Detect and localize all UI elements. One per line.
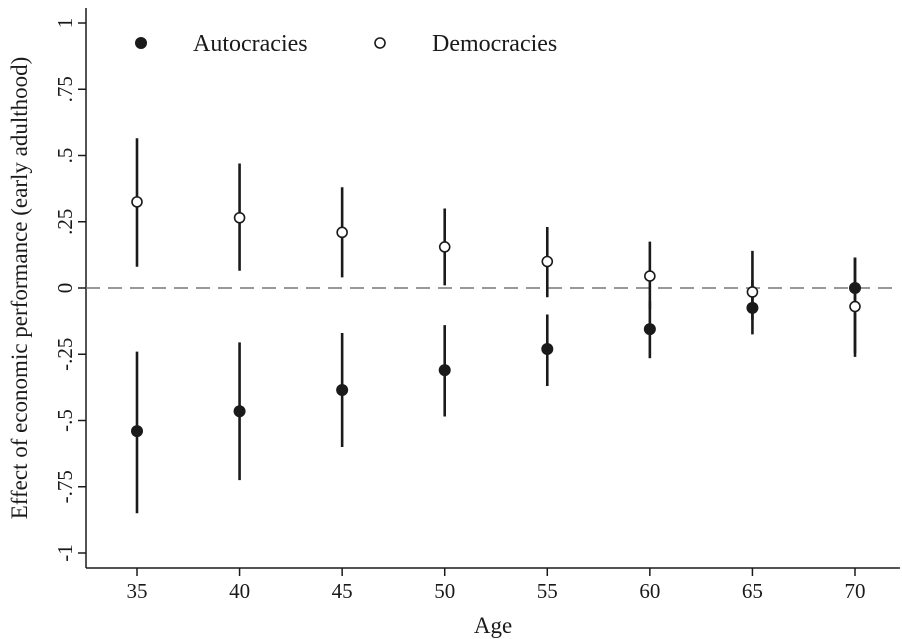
x-tick-label: 40 [229, 579, 250, 603]
y-axis-ticks: -1 -.75 -.5 -.25 0 .25 .5 .75 1 [53, 18, 86, 562]
point-autocracy [233, 405, 246, 418]
data-markers [131, 196, 861, 438]
y-tick-label: 0 [53, 283, 77, 294]
x-axis-title: Age [474, 613, 512, 638]
point-democracy [644, 270, 656, 282]
point-democracy [746, 286, 759, 298]
confidence-intervals [135, 138, 857, 514]
y-tick-label: .75 [53, 76, 77, 102]
point-autocracy [336, 384, 349, 397]
point-autocracy [849, 282, 861, 294]
y-axis-title: Effect of economic performance (early ad… [7, 57, 32, 520]
point-democracy [849, 300, 861, 313]
y-tick-label: -1 [53, 544, 77, 562]
x-tick-label: 55 [537, 579, 558, 603]
x-tick-label: 35 [127, 579, 148, 603]
y-tick-label: .5 [53, 148, 77, 164]
point-democracy [233, 211, 246, 224]
legend-marker-autocracies [135, 37, 147, 49]
point-democracy [131, 196, 143, 208]
legend-label-democracies: Democracies [432, 31, 557, 57]
y-tick-label: -.75 [53, 470, 77, 503]
legend-label-autocracies: Autocracies [193, 31, 308, 57]
x-tick-label: 65 [742, 579, 763, 603]
point-democracy [336, 226, 348, 239]
point-autocracy [131, 425, 143, 438]
point-autocracy [643, 323, 656, 336]
x-tick-label: 50 [434, 579, 455, 603]
point-autocracy [541, 342, 554, 355]
legend-marker-democracies [374, 37, 386, 49]
legend: Autocracies Democracies [135, 31, 557, 57]
point-democracy [541, 255, 554, 268]
x-tick-label: 45 [332, 579, 353, 603]
point-autocracy [746, 301, 759, 314]
plot-area: -1 -.75 -.5 -.25 0 .25 .5 .75 1 35 40 45 50 55 60 65 70 [53, 8, 900, 603]
y-tick-label: -.5 [53, 409, 77, 432]
x-tick-label: 70 [845, 579, 866, 603]
point-democracy [438, 241, 451, 253]
x-axis-ticks: 35 40 45 50 55 60 65 70 [127, 568, 866, 603]
y-tick-label: .25 [53, 209, 77, 235]
y-tick-label: -.25 [53, 338, 77, 371]
point-autocracy [438, 364, 451, 377]
x-tick-label: 60 [639, 579, 660, 603]
y-tick-label: 1 [53, 18, 77, 29]
